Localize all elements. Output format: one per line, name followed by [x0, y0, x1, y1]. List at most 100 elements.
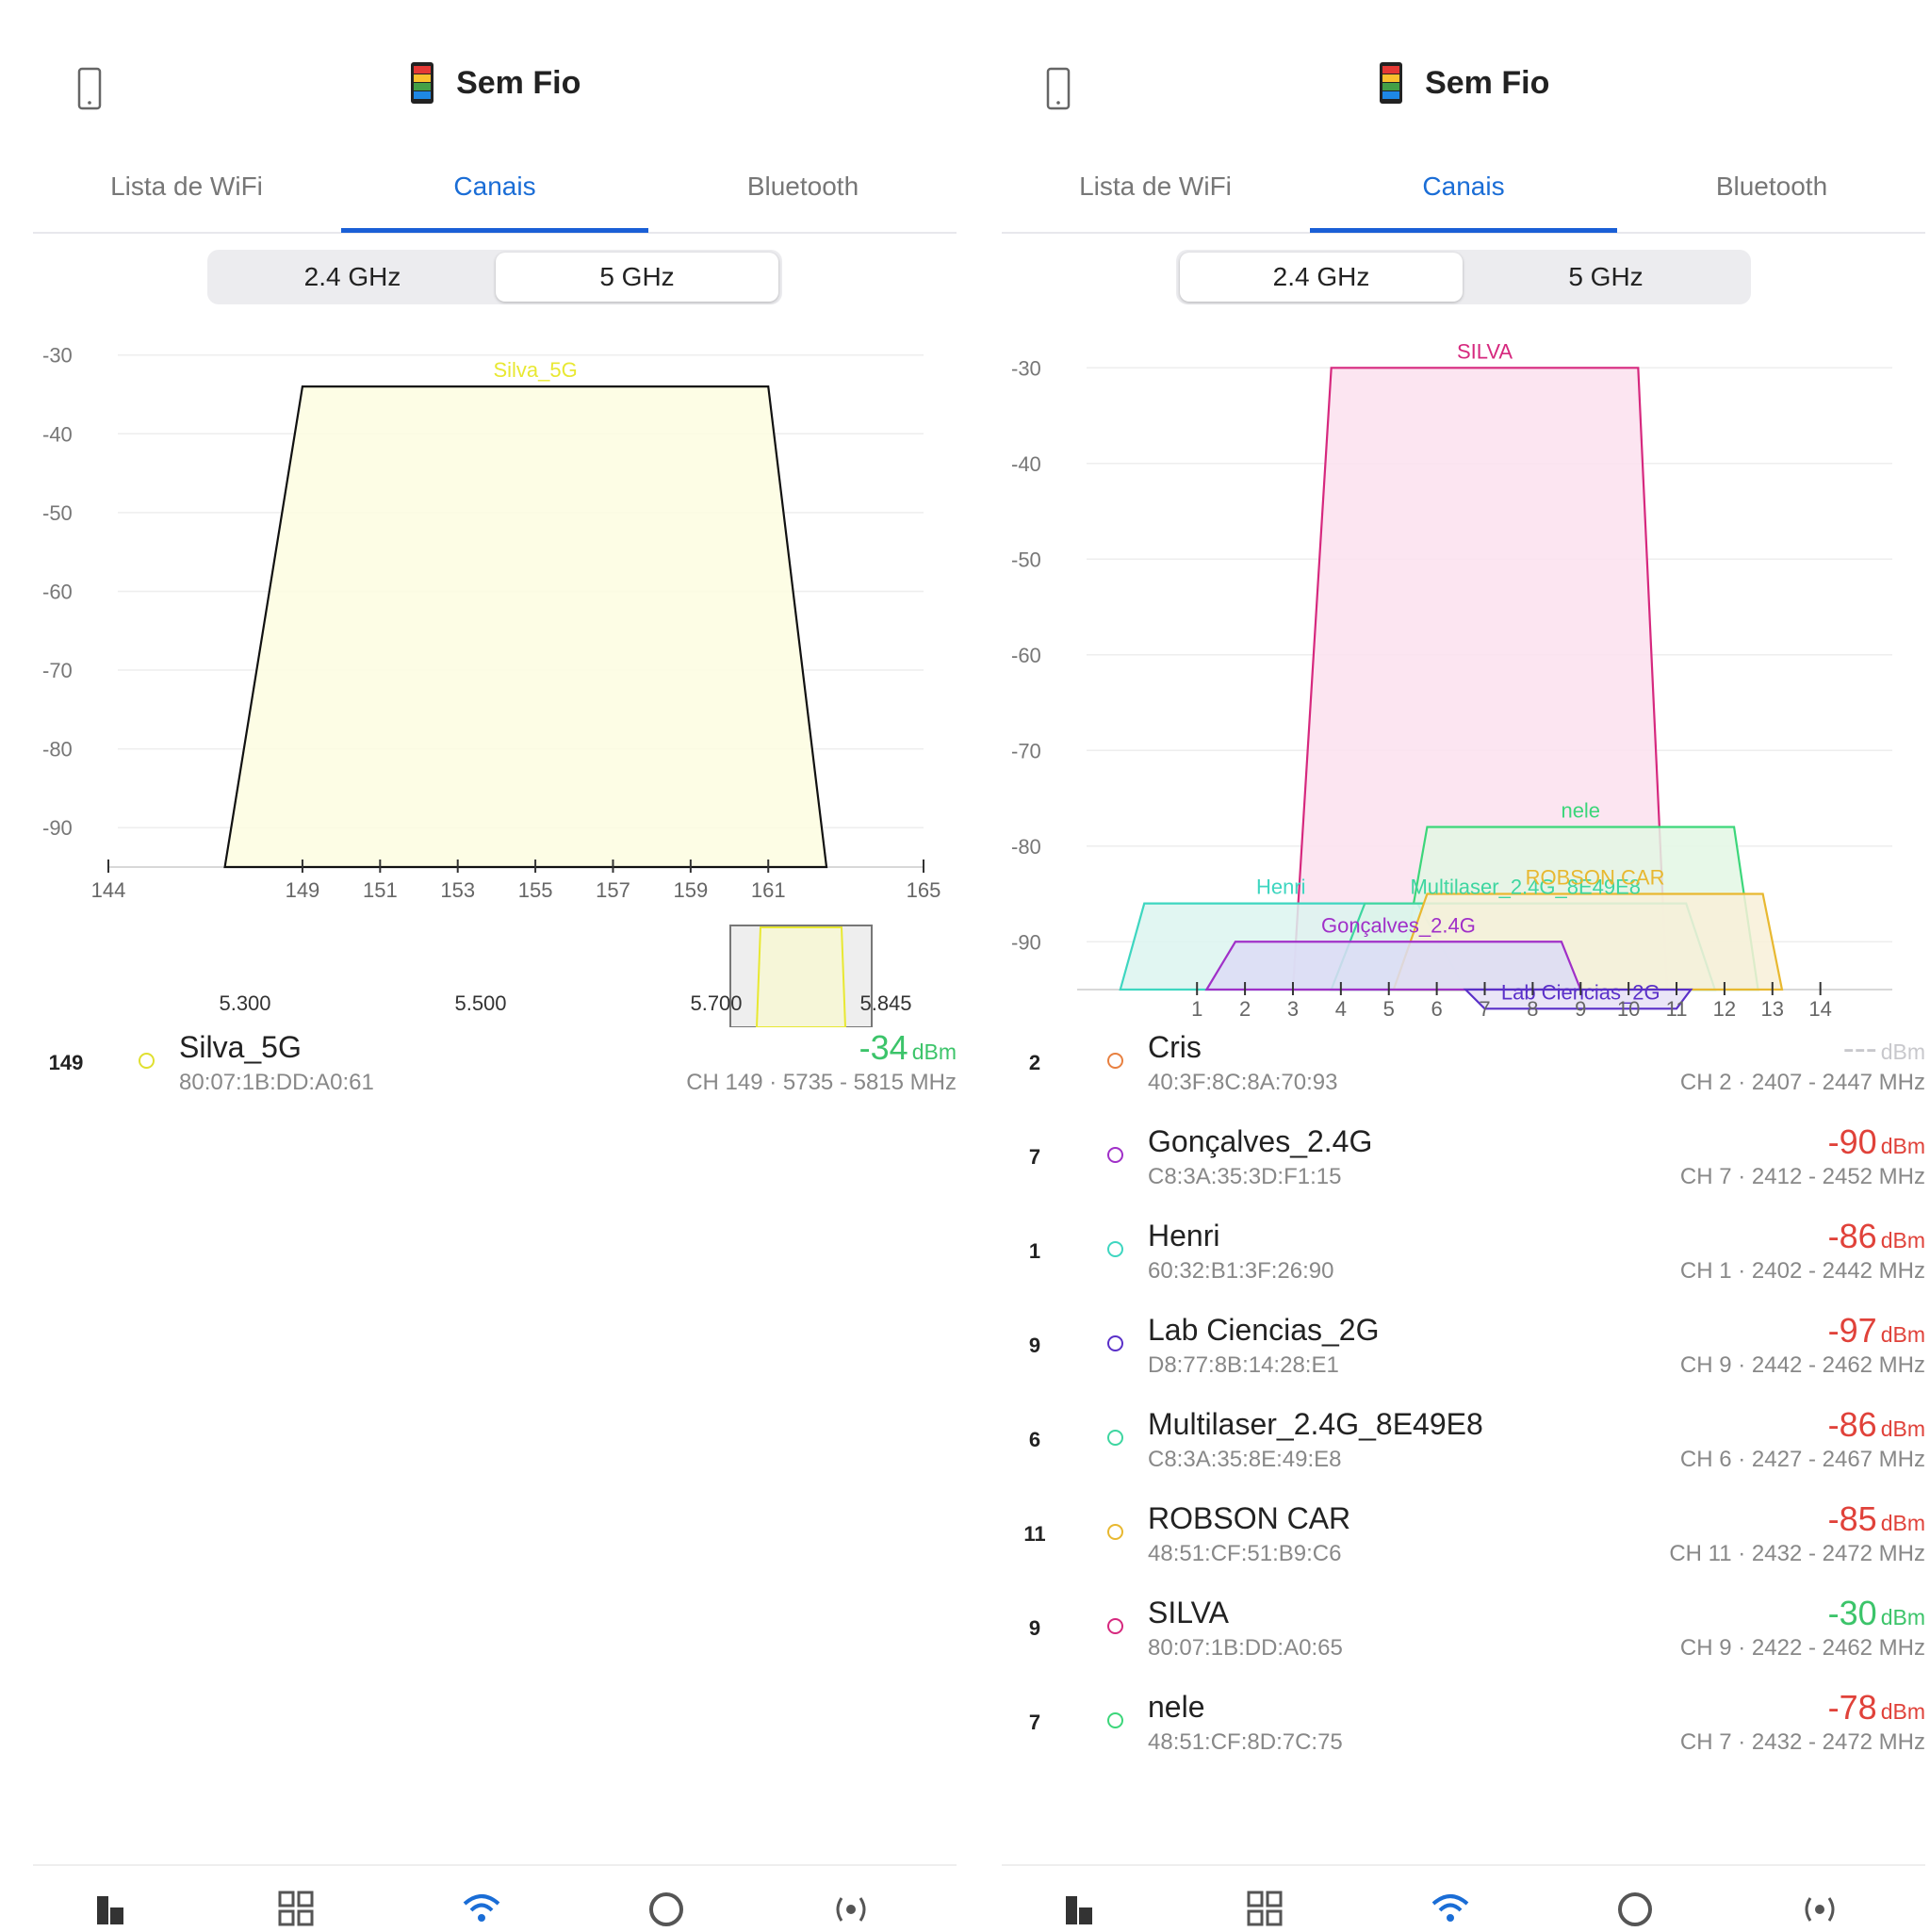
x-tick-label: 10 [1617, 997, 1640, 1021]
x-tick-label: 2 [1239, 997, 1251, 1021]
network-color-dot [1107, 1524, 1123, 1540]
channel-chart: -30 -40 -50 -60 -70 -80 -90 SILVA nele Henri Multi… [1011, 339, 1892, 1021]
y-tick-label: -70 [1011, 739, 1041, 762]
channel-chart: -30 -40 -50 -60 -70 -80 -90 Silva_5G 144 149 151 15… [42, 344, 940, 1027]
y-tick-label: -70 [42, 659, 73, 682]
x-tick-label: 1 [1191, 997, 1202, 1021]
bottom-nav [33, 1864, 957, 1932]
signal-unit: dBm [1880, 1040, 1925, 1064]
y-tick-label: -90 [42, 816, 73, 840]
tab-bluetooth[interactable]: Bluetooth [1715, 172, 1828, 201]
overview-label: 5.845 [859, 991, 911, 1015]
x-tick-label: 6 [1431, 997, 1442, 1021]
network-signal: -30 dBm [1828, 1594, 1925, 1633]
network-mac: 40:3F:8C:8A:70:93 [1148, 1070, 1338, 1095]
network-row[interactable]: 2 Cris 40:3F:8C:8A:70:93 --- dBm CH 2 · 2407 … [1002, 1023, 1925, 1107]
network-color-dot [1107, 1618, 1123, 1634]
tab-channels[interactable]: Canais [453, 172, 536, 201]
wifi-icon[interactable] [461, 1887, 502, 1928]
x-tick-label: 13 [1761, 997, 1784, 1021]
y-tick-label: -50 [42, 501, 73, 525]
network-ssid: Silva_5G [179, 1030, 302, 1064]
app-header: Sem Fio [1002, 57, 1925, 123]
x-tick-label: 7 [1479, 997, 1490, 1021]
channel-number: 149 [48, 1051, 84, 1074]
network-row[interactable]: 149 Silva_5G 80:07:1B:DD:A0:61 -34 dBm CH 149… [33, 1023, 957, 1107]
network-mac: 48:51:CF:51:B9:C6 [1148, 1541, 1342, 1566]
network-ssid: Multilaser_2.4G_8E49E8 [1148, 1407, 1483, 1441]
network-signal: --- dBm [1843, 1028, 1925, 1068]
signal-value: -97 [1827, 1311, 1877, 1350]
bottom-nav [1002, 1864, 1925, 1932]
band-5ghz-button[interactable]: 5 GHz [1568, 262, 1644, 291]
band-2-4ghz-button[interactable]: 2.4 GHz [1180, 253, 1463, 302]
circle-icon[interactable] [646, 1887, 687, 1928]
phone-icon[interactable] [1044, 66, 1072, 111]
series-label: nele [1561, 798, 1600, 822]
network-mac: C8:3A:35:8E:49:E8 [1148, 1447, 1342, 1472]
x-tick-label: 14 [1808, 997, 1831, 1021]
signal-value: -78 [1827, 1688, 1877, 1727]
phone-icon[interactable] [75, 66, 104, 111]
tab-bluetooth[interactable]: Bluetooth [746, 172, 859, 201]
bars-icon[interactable] [91, 1887, 133, 1928]
series-label: Silva_5G [493, 358, 577, 382]
network-row[interactable]: 9 Lab Ciencias_2G D8:77:8B:14:28:E1 -97 dBm C… [1002, 1305, 1925, 1390]
tab-wifi-list[interactable]: Lista de WiFi [1079, 172, 1232, 201]
grid-icon[interactable] [276, 1887, 318, 1928]
network-ssid: Gonçalves_2.4G [1148, 1124, 1373, 1158]
band-2-4ghz-button[interactable]: 2.4 GHz [303, 262, 401, 291]
signal-unit: dBm [1880, 1322, 1925, 1347]
series-label: Multilaser_2.4G_8E49E8 [1410, 876, 1641, 899]
network-frequency-range: CH 149 · 5735 - 5815 MHz [686, 1070, 957, 1095]
signal-value: -90 [1827, 1122, 1877, 1161]
x-tick-label: 8 [1527, 997, 1538, 1021]
app-logo-icon [410, 62, 433, 104]
y-tick-label: -80 [42, 738, 73, 761]
network-ssid: Henri [1148, 1219, 1220, 1253]
network-mac: D8:77:8B:14:28:E1 [1148, 1352, 1339, 1378]
band-5ghz-button[interactable]: 5 GHz [496, 253, 778, 302]
y-tick-label: -40 [1011, 452, 1041, 476]
network-mac: 80:07:1B:DD:A0:61 [179, 1070, 374, 1095]
x-tick-label: 12 [1713, 997, 1736, 1021]
grid-icon[interactable] [1245, 1887, 1286, 1928]
network-row[interactable]: 7 Gonçalves_2.4G C8:3A:35:3D:F1:15 -90 dBm CH… [1002, 1117, 1925, 1202]
series-area-Gonçalves_2.4G [1204, 941, 1582, 991]
network-frequency-range: CH 6 · 2427 - 2467 MHz [1679, 1447, 1925, 1472]
network-color-dot [1107, 1430, 1123, 1446]
wifi-icon[interactable] [1430, 1887, 1471, 1928]
signal-value: -34 [859, 1028, 908, 1067]
band-toggle: 2.4 GHz 5 GHz [207, 250, 782, 304]
channel-number: 11 [1023, 1522, 1046, 1546]
network-row[interactable]: 9 SILVA 80:07:1B:DD:A0:65 -30 dBm CH 9 · 2422… [1002, 1588, 1925, 1673]
radio-icon[interactable] [1799, 1887, 1840, 1928]
channel-number: 9 [1028, 1616, 1041, 1640]
network-frequency-range: CH 7 · 2432 - 2472 MHz [1679, 1729, 1925, 1755]
network-mac: 60:32:B1:3F:26:90 [1148, 1258, 1334, 1284]
x-tick-label: 161 [751, 878, 786, 902]
x-tick-label: 149 [286, 878, 320, 902]
network-color-dot [1107, 1335, 1123, 1351]
tab-channels[interactable]: Canais [1422, 172, 1505, 201]
signal-value: -86 [1827, 1217, 1877, 1255]
network-mac: 48:51:CF:8D:7C:75 [1148, 1729, 1343, 1755]
signal-unit: dBm [1880, 1416, 1925, 1441]
app-title: Sem Fio [1425, 64, 1550, 101]
bars-icon[interactable] [1060, 1887, 1102, 1928]
circle-icon[interactable] [1614, 1887, 1656, 1928]
network-row[interactable]: 7 nele 48:51:CF:8D:7C:75 -78 dBm CH 7 · 2432 … [1002, 1682, 1925, 1767]
series-label: SILVA [1457, 339, 1513, 363]
network-row[interactable]: 6 Multilaser_2.4G_8E49E8 C8:3A:35:8E:49:E8… [1002, 1400, 1925, 1484]
channel-number: 7 [1028, 1145, 1041, 1169]
x-tick-label: 144 [91, 878, 126, 902]
network-color-dot [1107, 1241, 1123, 1257]
tab-wifi-list[interactable]: Lista de WiFi [110, 172, 263, 201]
y-tick-label: -30 [42, 344, 73, 368]
network-ssid: Lab Ciencias_2G [1148, 1313, 1380, 1347]
network-row[interactable]: 11 ROBSON CAR 48:51:CF:51:B9:C6 -85 dBm CH 11… [1002, 1494, 1925, 1579]
radio-icon[interactable] [830, 1887, 872, 1928]
network-row[interactable]: 1 Henri 60:32:B1:3F:26:90 -86 dBm CH 1 · 2402… [1002, 1211, 1925, 1296]
overview-label: 5.300 [219, 991, 270, 1015]
x-tick-label: 11 [1666, 997, 1688, 1021]
